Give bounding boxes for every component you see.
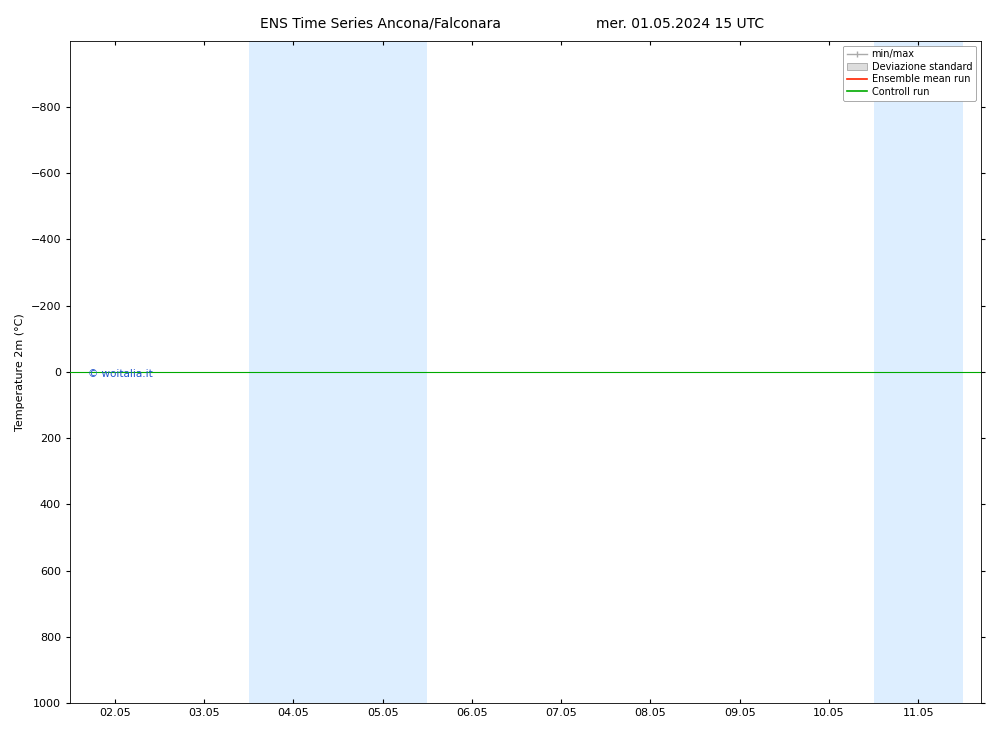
Text: mer. 01.05.2024 15 UTC: mer. 01.05.2024 15 UTC bbox=[596, 17, 764, 31]
Y-axis label: Temperature 2m (°C): Temperature 2m (°C) bbox=[15, 313, 25, 431]
Bar bbox=[249, 40, 293, 703]
Text: ENS Time Series Ancona/Falconara: ENS Time Series Ancona/Falconara bbox=[260, 17, 501, 31]
Text: © woitalia.it: © woitalia.it bbox=[88, 369, 153, 378]
Bar bbox=[918, 40, 963, 703]
Bar bbox=[383, 40, 427, 703]
Bar bbox=[293, 40, 383, 703]
Legend: min/max, Deviazione standard, Ensemble mean run, Controll run: min/max, Deviazione standard, Ensemble m… bbox=[843, 45, 976, 100]
Bar bbox=[874, 40, 918, 703]
